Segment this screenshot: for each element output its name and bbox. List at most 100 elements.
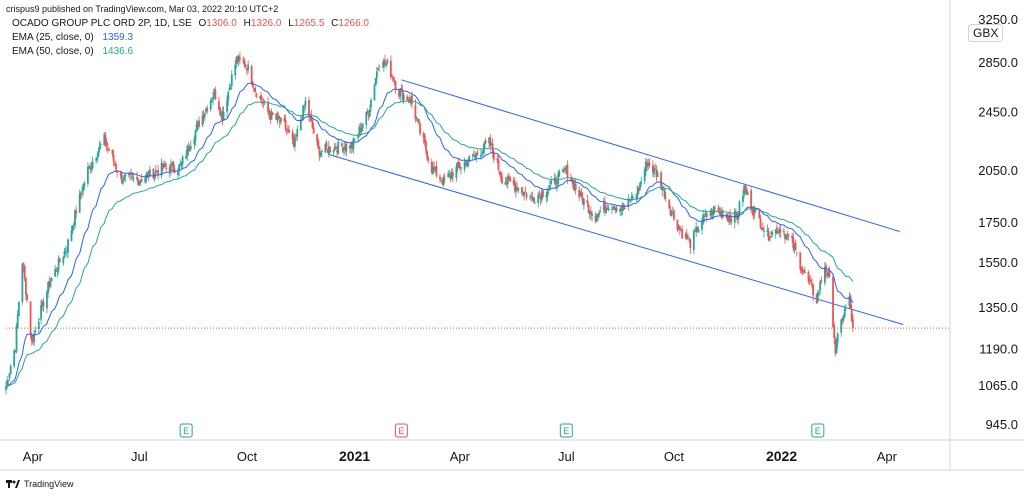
- candle-body: [148, 169, 151, 177]
- candle-body: [643, 169, 646, 182]
- candle-body: [206, 108, 209, 112]
- candle-body: [439, 176, 441, 180]
- ohlc-high: H1326.0: [243, 18, 282, 29]
- candle-body: [820, 280, 823, 282]
- candle-body: [506, 175, 509, 185]
- candle-body: [635, 194, 638, 200]
- candle-body: [57, 258, 60, 270]
- candle-body: [607, 207, 610, 211]
- candle-body: [793, 244, 796, 251]
- candle-body: [17, 302, 20, 316]
- candle-body: [144, 178, 147, 183]
- candle-body: [337, 141, 340, 154]
- ema25-legend[interactable]: EMA (25, close, 0) 1359.3: [12, 32, 133, 43]
- candle-body: [277, 115, 280, 120]
- candle-body: [62, 257, 65, 264]
- candle-body: [111, 149, 114, 155]
- candle-body: [50, 277, 53, 282]
- earnings-marker-label: E: [398, 426, 404, 436]
- candle-body: [301, 119, 303, 121]
- earnings-marker: [559, 423, 573, 438]
- candle-body: [393, 81, 396, 83]
- candle-body: [512, 180, 515, 185]
- candle-body: [423, 136, 426, 143]
- candle-body: [255, 93, 258, 98]
- ema50-legend[interactable]: EMA (50, close, 0) 1436.6: [12, 46, 133, 57]
- candle-body: [505, 181, 508, 183]
- candle-body: [501, 176, 503, 184]
- candle-body: [384, 60, 386, 64]
- y-tick-label: 1190.0: [979, 341, 1018, 356]
- candle-body: [812, 284, 815, 296]
- candle-body: [275, 113, 278, 120]
- candle-body: [746, 191, 749, 196]
- candle-body: [752, 209, 755, 215]
- candle-body: [761, 228, 764, 231]
- candle-body: [250, 66, 253, 84]
- candle-body: [155, 170, 158, 172]
- candle-body: [533, 202, 536, 204]
- candle-body: [800, 267, 803, 271]
- candle-body: [785, 234, 788, 240]
- candle-body: [194, 130, 197, 141]
- candle-body: [456, 162, 459, 169]
- candle-body: [449, 175, 452, 178]
- candle-body: [594, 215, 597, 222]
- y-tick-label: 2050.0: [978, 163, 1018, 178]
- candle-body: [497, 159, 500, 170]
- candle-body: [198, 120, 200, 127]
- candle-body: [373, 85, 376, 101]
- earnings-marker-label: E: [183, 426, 189, 436]
- candle-body: [221, 111, 224, 121]
- candle-body: [260, 95, 262, 101]
- candle-body: [181, 156, 184, 165]
- candle-body: [818, 292, 820, 293]
- channel-line: [328, 153, 904, 325]
- candle-body: [771, 231, 774, 235]
- candle-body: [344, 146, 347, 150]
- candle-body: [742, 195, 744, 203]
- candle-body: [209, 100, 212, 110]
- candle-body: [34, 330, 37, 333]
- candle-body: [697, 229, 700, 232]
- candle-body: [415, 118, 418, 120]
- candle-body: [361, 124, 364, 129]
- candle-body: [709, 214, 712, 216]
- candle-body: [112, 155, 115, 162]
- candle-body: [612, 207, 615, 209]
- candle-body: [729, 215, 731, 220]
- candle-body: [201, 115, 204, 126]
- candle-body: [537, 194, 540, 203]
- candle-body: [807, 272, 810, 282]
- candle-body: [450, 172, 453, 180]
- candle-body: [230, 74, 233, 87]
- ema50-value: 1436.6: [102, 46, 134, 57]
- candle-body: [146, 172, 149, 175]
- footer-brand[interactable]: TradingView: [6, 479, 74, 489]
- candle-body: [435, 165, 438, 177]
- currency-unit-button[interactable]: GBX: [968, 24, 1004, 42]
- candle-body: [195, 124, 198, 132]
- candle-body: [79, 192, 82, 195]
- candle-body: [427, 158, 430, 161]
- candle-body: [566, 164, 569, 178]
- candle-body: [136, 176, 138, 180]
- candle-body: [795, 251, 798, 253]
- candle-body: [530, 196, 533, 198]
- candle-body: [72, 224, 75, 226]
- candle-body: [760, 227, 763, 230]
- candle-body: [458, 164, 461, 169]
- candle-body: [244, 65, 247, 67]
- candle-body: [808, 281, 811, 282]
- candle-body: [833, 325, 836, 339]
- x-tick-label: Oct: [664, 449, 685, 464]
- ema25-value: 1359.3: [102, 32, 134, 43]
- candle-body: [654, 168, 657, 170]
- candle-body: [777, 231, 779, 233]
- candle-body: [147, 171, 150, 178]
- candle-body: [473, 155, 475, 157]
- candle-body: [157, 169, 159, 176]
- candle-body: [407, 99, 410, 101]
- candle-body: [680, 230, 682, 232]
